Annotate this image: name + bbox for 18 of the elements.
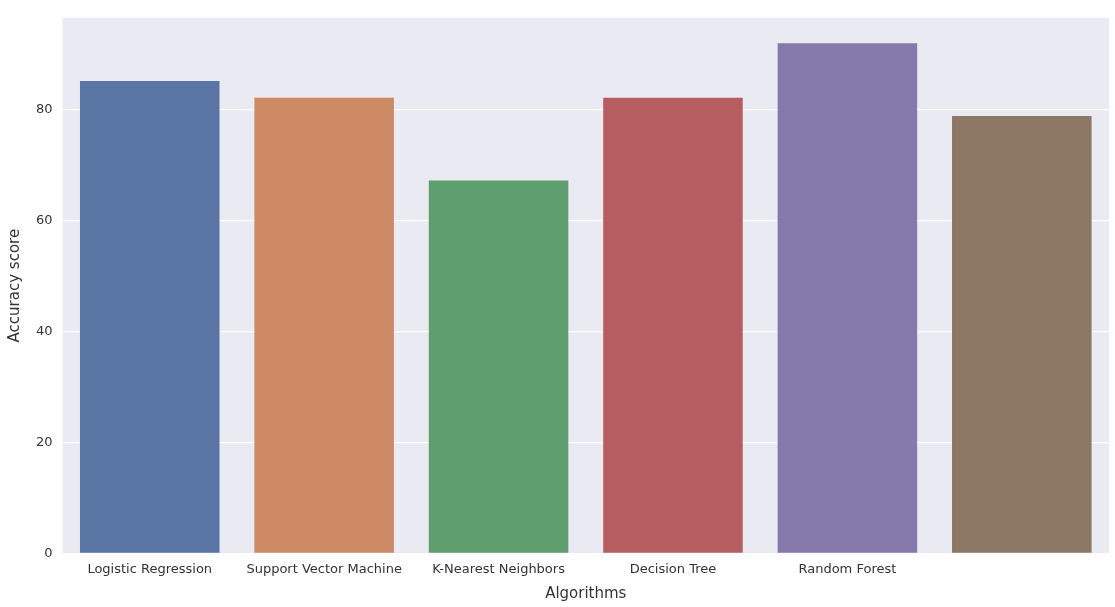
y-tick-label: 80 [36, 100, 53, 116]
bar [777, 43, 918, 553]
x-tick-label: K-Nearest Neighbors [432, 560, 566, 576]
bar [79, 81, 220, 553]
bar [603, 97, 743, 553]
bar [254, 97, 394, 553]
y-axis-title: Accuracy score [4, 228, 23, 343]
y-tick-label: 40 [36, 322, 53, 338]
x-tick-label: Random Forest [798, 560, 897, 576]
bar [952, 116, 1092, 553]
x-tick-label: Logistic Regression [87, 560, 213, 576]
y-tick-label: 20 [36, 433, 53, 449]
bar [428, 180, 569, 553]
x-tick-label: Support Vector Machine [246, 560, 402, 576]
y-tick-label: 0 [44, 544, 53, 560]
y-tick-label: 60 [36, 211, 53, 227]
x-axis-title: Algorithms [545, 583, 627, 602]
x-tick-label: Decision Tree [629, 560, 717, 576]
